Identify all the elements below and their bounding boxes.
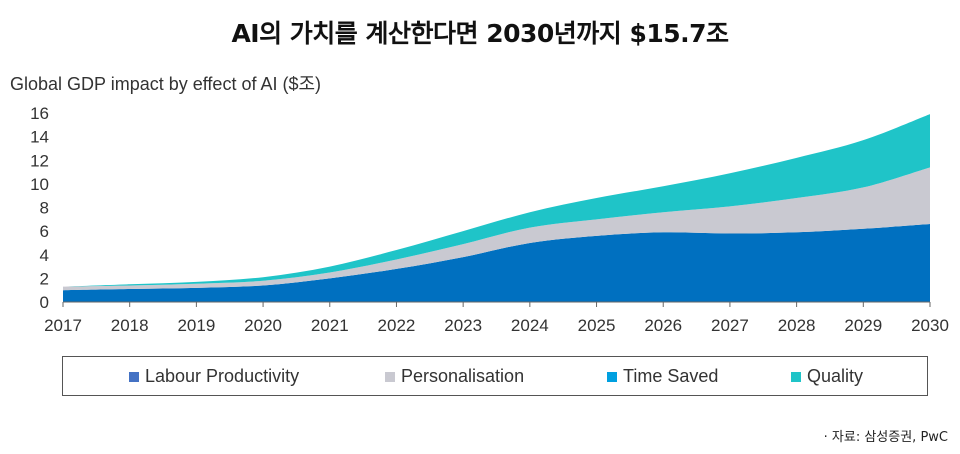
y-tick-label: 2 (40, 269, 49, 288)
legend-item-labour-productivity: Labour Productivity (129, 366, 299, 387)
x-tick-label: 2023 (444, 316, 482, 335)
legend-item-quality: Quality (791, 366, 863, 387)
x-tick-label: 2030 (911, 316, 949, 335)
x-tick-label: 2028 (778, 316, 816, 335)
x-tick-label: 2024 (511, 316, 549, 335)
legend-item-personalisation: Personalisation (385, 366, 524, 387)
area-series-quality (63, 114, 930, 287)
chart-legend: Labour Productivity Personalisation Time… (62, 356, 928, 396)
area-series-personalisation (63, 167, 930, 291)
legend-label: Labour Productivity (145, 366, 300, 386)
y-tick-label: 6 (40, 222, 49, 241)
chart-subtitle: Global GDP impact by effect of AI ($조) (10, 74, 322, 94)
source-note: · 자료: 삼성증권, PwC (823, 430, 948, 445)
y-tick-label: 12 (30, 151, 49, 170)
y-tick-label: 4 (40, 246, 49, 265)
y-axis-ticks: 0 2 4 6 8 10 12 14 16 (30, 104, 49, 312)
legend-label: Quality (807, 366, 864, 386)
page-title: AI의 가치를 계산한다면 2030년까지 $15.7조 (231, 19, 729, 48)
x-tick-label: 2021 (311, 316, 349, 335)
chart-areas (63, 114, 930, 302)
legend-swatch (129, 371, 139, 382)
legend-label: Time Saved (623, 366, 719, 386)
legend-swatch (791, 371, 801, 382)
y-tick-label: 8 (40, 199, 49, 218)
x-tick-label: 2018 (111, 316, 149, 335)
x-tick-label: 2027 (711, 316, 749, 335)
y-tick-label: 14 (30, 128, 49, 147)
x-tick-label: 2022 (378, 316, 416, 335)
area-series-labour-productivity (63, 224, 930, 302)
x-tick-label: 2020 (244, 316, 282, 335)
x-tick-label: 2019 (177, 316, 215, 335)
y-tick-label: 16 (30, 104, 49, 123)
x-tick-label: 2029 (844, 316, 882, 335)
y-tick-label: 0 (40, 293, 49, 312)
y-tick-label: 10 (30, 175, 49, 194)
legend-swatch (607, 371, 617, 382)
legend-swatch (385, 371, 395, 382)
x-tick-label: 2017 (44, 316, 82, 335)
x-tick-label: 2026 (644, 316, 682, 335)
legend-item-time-saved: Time Saved (607, 366, 718, 387)
x-axis-ticks: 2017 2018 2019 2020 2021 2022 2023 2024 2025 2026… (44, 302, 949, 335)
legend-label: Personalisation (401, 366, 525, 386)
x-tick-label: 2025 (578, 316, 616, 335)
